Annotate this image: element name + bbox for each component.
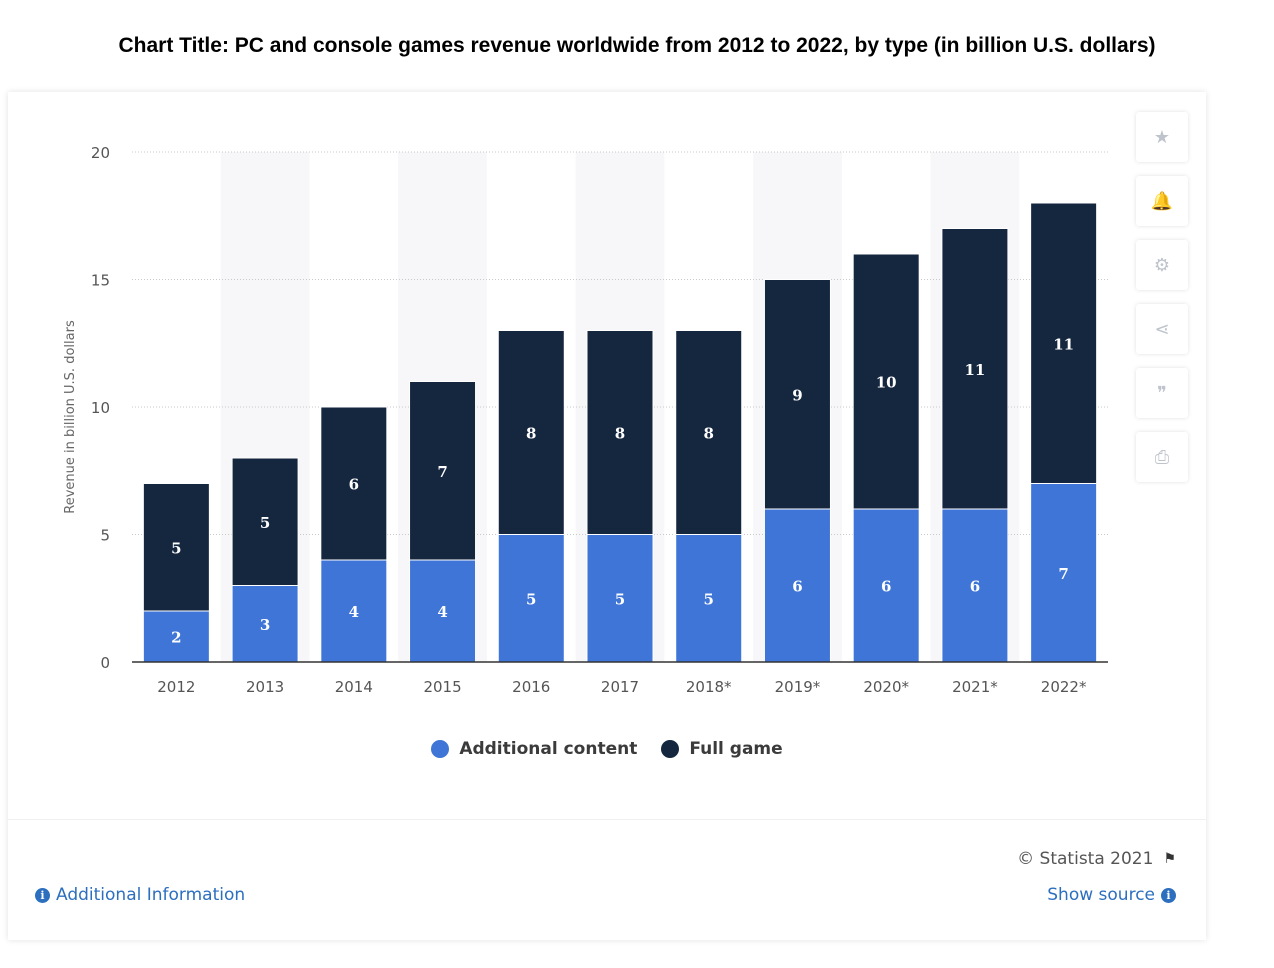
info-icon: i bbox=[35, 887, 50, 903]
bar-full-game bbox=[409, 381, 477, 561]
gear-button[interactable]: ⚙ bbox=[1136, 240, 1188, 290]
data-label: 7 bbox=[437, 463, 447, 481]
data-label: 8 bbox=[526, 425, 536, 443]
footer-divider bbox=[8, 819, 1206, 820]
bar-full-game bbox=[497, 330, 565, 535]
gear-icon: ⚙ bbox=[1153, 254, 1171, 276]
data-label: 4 bbox=[349, 603, 359, 621]
data-label: 2 bbox=[171, 629, 181, 647]
additional-information-label: Additional Information bbox=[56, 885, 246, 905]
statista-credit: © Statista 2021 ⚑ bbox=[1017, 849, 1176, 869]
data-label: 5 bbox=[260, 514, 270, 532]
data-label: 6 bbox=[881, 578, 891, 596]
data-label: 9 bbox=[792, 386, 802, 404]
y-tick-label: 10 bbox=[91, 399, 110, 417]
legend-label: Full game bbox=[689, 739, 783, 759]
x-tick-label: 2018* bbox=[686, 678, 732, 696]
data-label: 6 bbox=[970, 578, 980, 596]
bar-additional-content bbox=[852, 508, 920, 663]
bar-full-game bbox=[231, 457, 299, 586]
bar-additional-content bbox=[1030, 483, 1098, 663]
data-label: 5 bbox=[615, 590, 625, 608]
bar-additional-content bbox=[409, 559, 477, 663]
legend-swatch bbox=[661, 740, 680, 758]
stacked-bar-chart: 0 5 10 15 20 Revenue in billion U.S. dollars 2… bbox=[63, 144, 1108, 696]
data-label: 8 bbox=[704, 425, 714, 443]
y-tick-label: 5 bbox=[100, 527, 110, 545]
bell-button[interactable]: 🔔 bbox=[1136, 176, 1188, 226]
bar-full-game bbox=[586, 330, 654, 535]
additional-information-link[interactable]: i Additional Information bbox=[35, 885, 245, 905]
credit-text: © Statista 2021 bbox=[1017, 849, 1154, 869]
show-source-label: Show source bbox=[1047, 885, 1155, 905]
x-tick-label: 2022* bbox=[1041, 678, 1087, 696]
bar-additional-content bbox=[586, 534, 654, 663]
page-title: Chart Title: PC and console games revenu… bbox=[118, 34, 1156, 57]
y-tick-label: 20 bbox=[91, 144, 110, 162]
bar-full-game bbox=[142, 483, 210, 612]
share-icon: ⋖ bbox=[1154, 318, 1170, 340]
y-tick-label: 15 bbox=[91, 272, 110, 290]
legend-label: Additional content bbox=[459, 739, 638, 759]
bar-full-game bbox=[675, 330, 743, 535]
chart-card: 0 5 10 15 20 Revenue in billion U.S. dollars 2… bbox=[8, 92, 1206, 940]
x-tick-label: 2020* bbox=[863, 678, 909, 696]
x-tick-label: 2021* bbox=[952, 678, 998, 696]
x-tick-label: 2012 bbox=[157, 678, 195, 696]
quote-button[interactable]: ❞ bbox=[1136, 368, 1188, 418]
x-tick-label: 2013 bbox=[246, 678, 284, 696]
bar-full-game bbox=[763, 279, 831, 510]
x-tick-label: 2015 bbox=[423, 678, 461, 696]
flag-icon[interactable]: ⚑ bbox=[1163, 851, 1176, 867]
bar-full-game bbox=[941, 228, 1009, 510]
x-tick-label: 2016 bbox=[512, 678, 550, 696]
data-label: 5 bbox=[704, 590, 714, 608]
info-icon: i bbox=[1161, 887, 1176, 903]
share-button[interactable]: ⋖ bbox=[1136, 304, 1188, 354]
data-label: 3 bbox=[260, 616, 270, 634]
bar-additional-content bbox=[675, 534, 743, 663]
data-label: 11 bbox=[964, 361, 985, 379]
bar-additional-content bbox=[941, 508, 1009, 663]
print-icon: ⎙ bbox=[1154, 446, 1170, 468]
x-tick-label: 2019* bbox=[775, 678, 821, 696]
legend-item[interactable]: Additional content bbox=[431, 739, 637, 759]
legend-item[interactable]: Full game bbox=[661, 739, 783, 759]
y-tick-label: 0 bbox=[100, 654, 110, 672]
data-label: 7 bbox=[1058, 565, 1068, 583]
show-source-link[interactable]: Show source i bbox=[1047, 885, 1176, 905]
data-label: 11 bbox=[1053, 335, 1074, 353]
print-button[interactable]: ⎙ bbox=[1136, 432, 1188, 482]
x-tick-label: 2017 bbox=[601, 678, 639, 696]
bar-full-game bbox=[852, 253, 920, 510]
bell-icon: 🔔 bbox=[1150, 190, 1174, 212]
chart-legend: Additional content Full game bbox=[8, 736, 1206, 762]
quote-icon: ❞ bbox=[1157, 382, 1167, 404]
star-button[interactable]: ★ bbox=[1136, 112, 1188, 162]
data-label: 10 bbox=[876, 374, 897, 392]
data-label: 5 bbox=[171, 539, 181, 557]
bar-full-game bbox=[1030, 202, 1098, 484]
x-tick-label: 2014 bbox=[335, 678, 373, 696]
data-label: 8 bbox=[615, 425, 625, 443]
y-axis-label: Revenue in billion U.S. dollars bbox=[63, 320, 78, 514]
legend-swatch bbox=[431, 740, 450, 758]
data-label: 6 bbox=[349, 476, 359, 494]
star-icon: ★ bbox=[1153, 126, 1171, 148]
bar-full-game bbox=[320, 406, 388, 561]
data-label: 5 bbox=[526, 590, 536, 608]
data-label: 6 bbox=[792, 578, 802, 596]
bar-additional-content bbox=[763, 508, 831, 663]
data-label: 4 bbox=[437, 603, 447, 621]
chart-toolbar: ★ 🔔 ⚙ ⋖ ❞ ⎙ bbox=[1136, 112, 1188, 496]
